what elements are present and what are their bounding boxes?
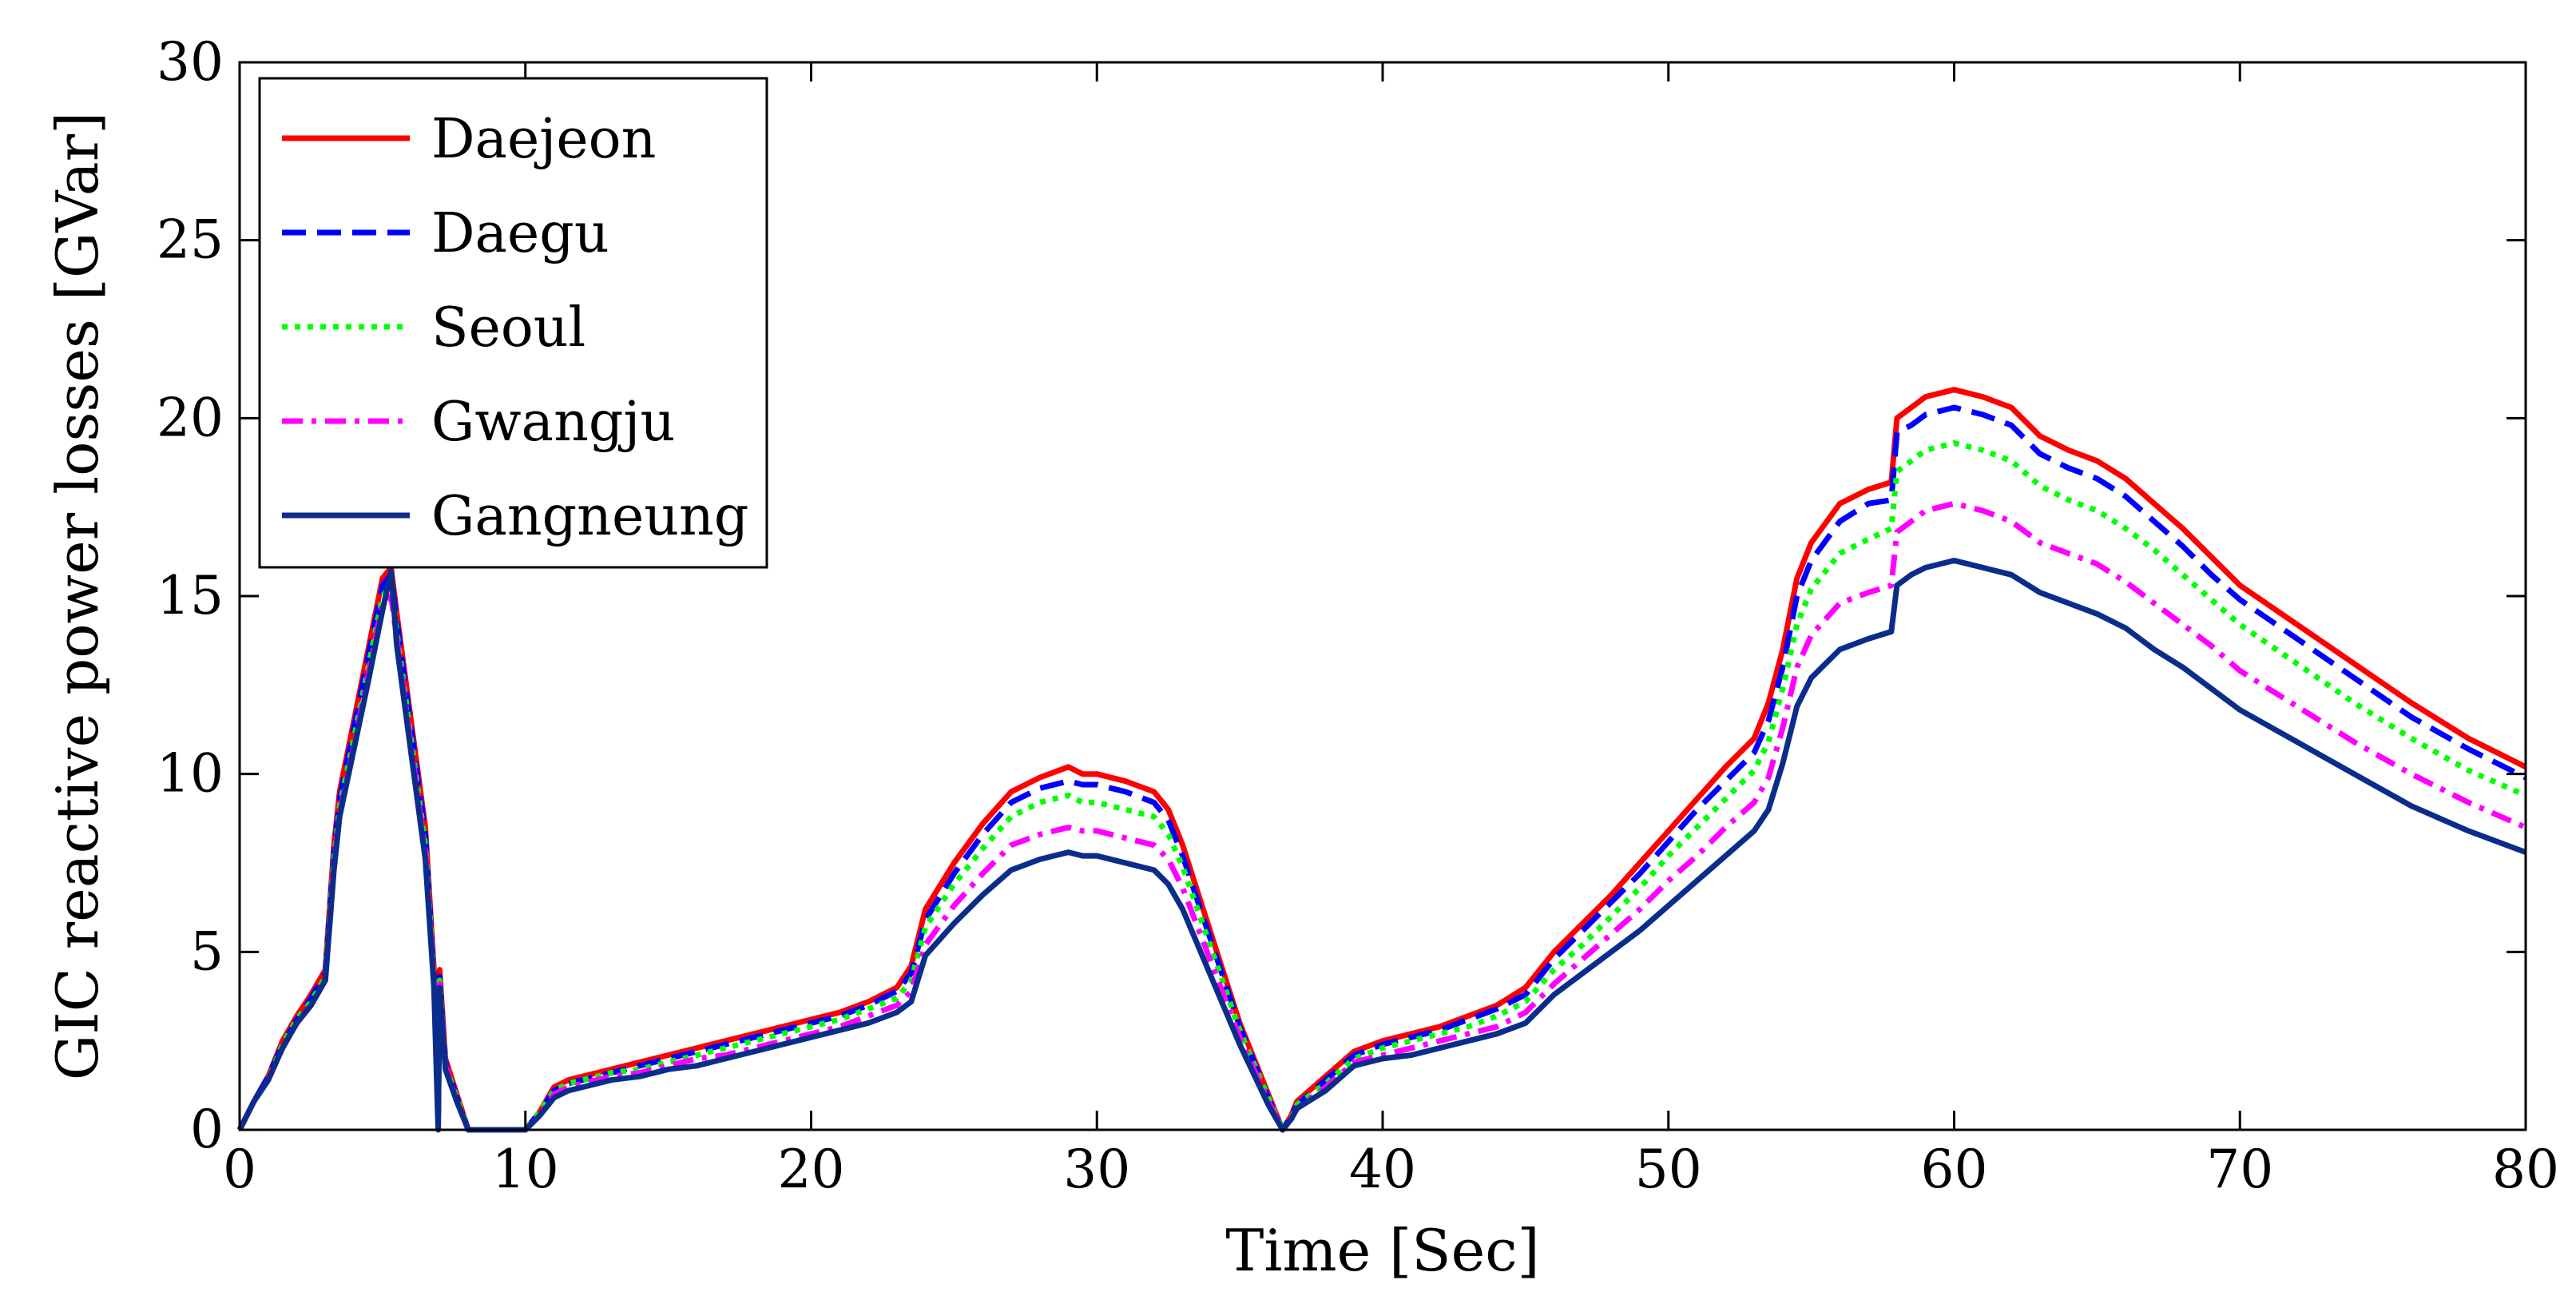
legend-label-gwangju: Gwangju [431,391,675,454]
x-tick-label: 80 [2492,1139,2559,1200]
y-tick-label: 10 [157,743,224,805]
x-tick-label: 0 [223,1139,256,1200]
x-axis: 0 10 20 30 40 50 60 70 80 [223,62,2559,1200]
legend-label-gangneung: Gangneung [431,485,748,548]
x-tick-label: 40 [1349,1139,1416,1200]
series-layer [236,387,2527,1133]
y-tick-label: 5 [190,920,224,982]
x-tick-label: 30 [1063,1139,1130,1200]
series-line-gangneung [236,558,2527,1133]
legend-label-daegu: Daegu [431,202,609,265]
x-tick-label: 50 [1635,1139,1702,1200]
x-tick-label: 70 [2206,1139,2273,1200]
y-tick-label: 25 [157,209,224,271]
y-tick-label: 0 [190,1099,224,1160]
y-tick-label: 30 [157,31,224,93]
legend-box [258,77,768,569]
legend: Daejeon Daegu Seoul Gwangju Gangneung [258,77,768,569]
legend-label-seoul: Seoul [431,296,585,360]
series-line-seoul [236,440,2527,1133]
x-tick-label: 10 [492,1139,559,1200]
x-axis-label: Time [Sec] [1225,1217,1539,1284]
x-tick-label: 20 [778,1139,845,1200]
y-tick-label: 20 [157,387,224,448]
x-tick-label: 60 [1921,1139,1988,1200]
legend-label-daejeon: Daejeon [431,108,656,171]
y-tick-label: 15 [157,565,224,626]
y-axis: 0 5 10 15 20 25 30 [157,31,2526,1160]
y-axis-label: GIC reactive power losses [GVar] [44,112,111,1080]
